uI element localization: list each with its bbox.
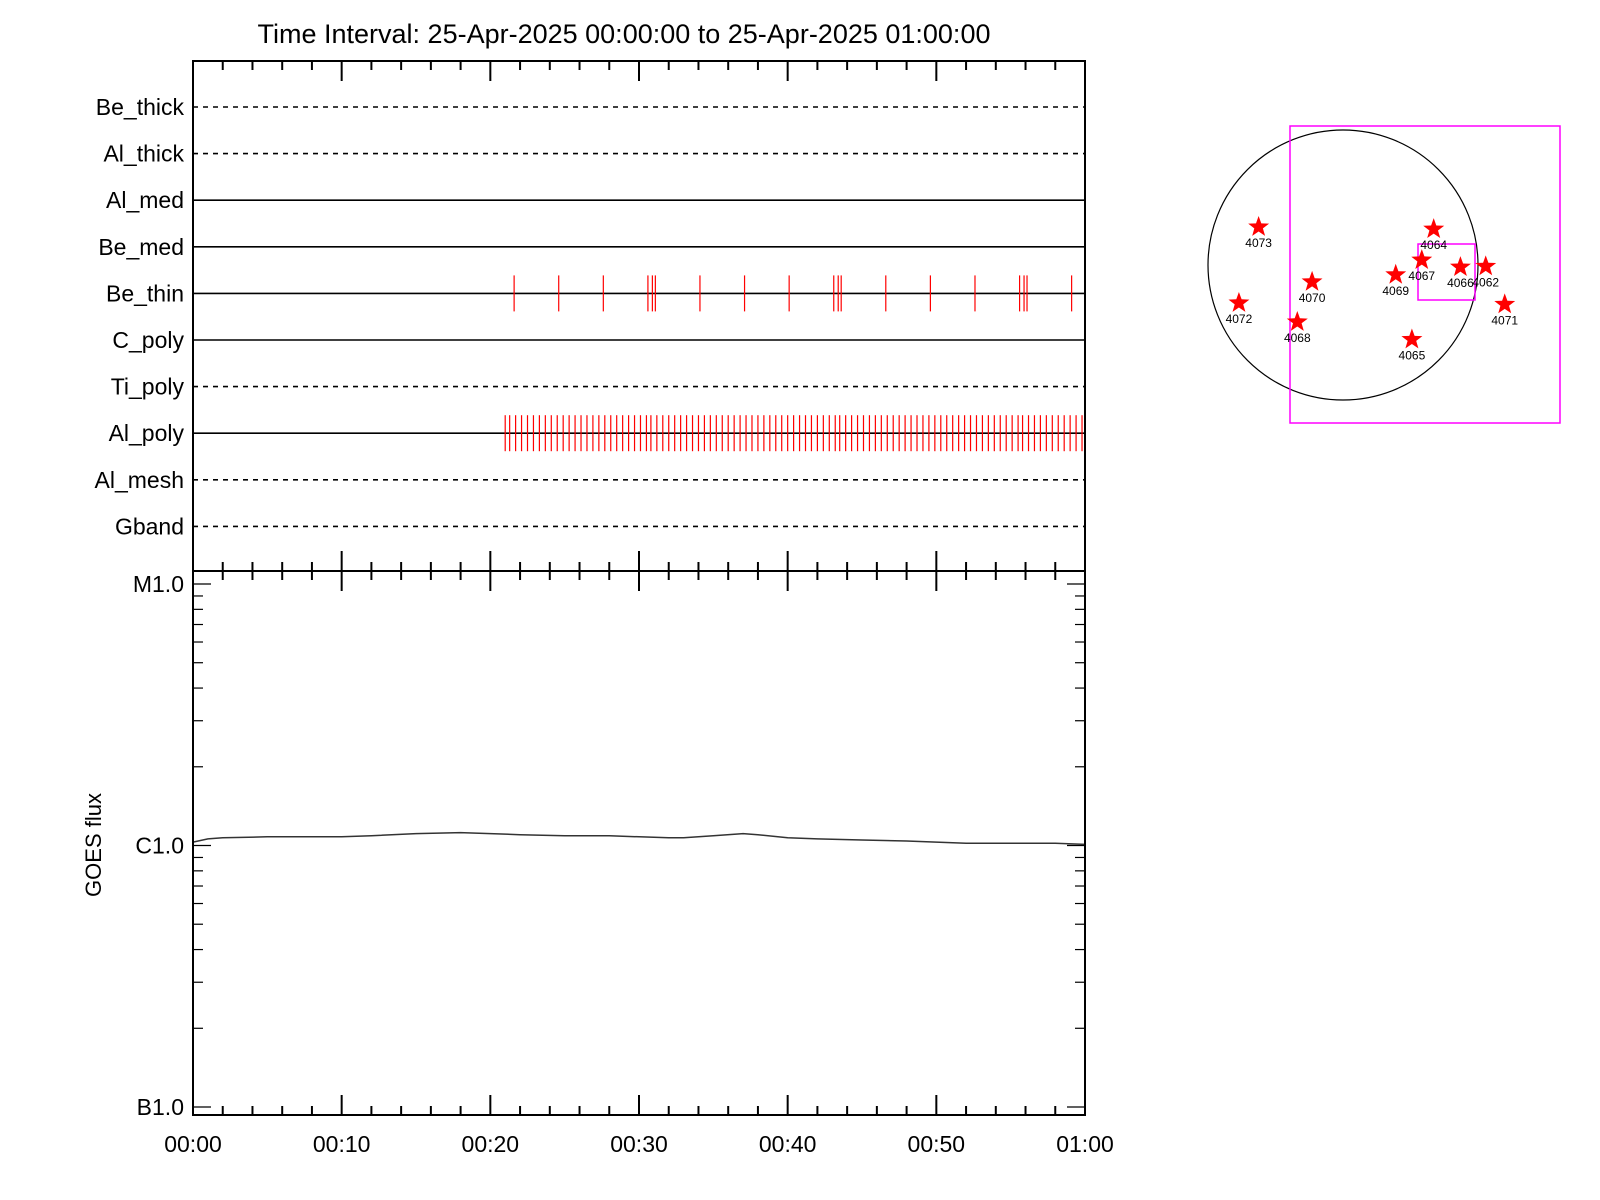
active-region-label: 4072 — [1226, 312, 1253, 326]
solar-disk — [1207, 129, 1479, 401]
active-region-label: 4068 — [1284, 331, 1311, 345]
active-region-star — [1494, 293, 1516, 314]
active-region-star — [1411, 249, 1433, 269]
y-tick-label: M1.0 — [133, 571, 184, 597]
y-tick-label: B1.0 — [137, 1094, 184, 1120]
filter-row-label: Al_thick — [103, 141, 184, 167]
filter-row-label: Gband — [115, 513, 184, 539]
fov-box-small — [1417, 243, 1476, 301]
active-region-label: 4067 — [1408, 269, 1435, 283]
active-region-star — [1423, 218, 1445, 238]
filter-row-label: Al_poly — [109, 420, 185, 446]
x-tick-label: 01:00 — [1056, 1131, 1114, 1157]
active-region-label: 4069 — [1382, 284, 1409, 298]
goes-flux-panel: 00:00 00:10 00:20 00:30 00:40 00:50 01:00 M1.0 C… — [81, 570, 1114, 1157]
x-tick-label: 00:20 — [462, 1131, 520, 1157]
active-region-label: 4073 — [1245, 236, 1272, 250]
active-region-star — [1401, 328, 1423, 349]
active-region-star — [1450, 256, 1471, 276]
chart-title: Time Interval: 25-Apr-2025 00:00:00 to 2… — [258, 19, 991, 49]
y-tick-label: C1.0 — [135, 833, 184, 859]
x-tick-label: 00:30 — [610, 1131, 668, 1157]
filter-row-label: C_poly — [112, 327, 184, 353]
active-region-label: 4062 — [1472, 275, 1499, 289]
goes-y-axis-label: GOES flux — [81, 793, 106, 897]
filter-row-label: Ti_poly — [111, 374, 185, 400]
x-tick-label: 00:00 — [164, 1131, 222, 1157]
x-tick-label: 00:10 — [313, 1131, 371, 1157]
active-region-label: 4066 — [1447, 276, 1474, 290]
filter-row-label: Be_thin — [106, 280, 184, 306]
active-region-label: 4070 — [1299, 291, 1326, 305]
filter-row-label: Al_med — [106, 187, 184, 213]
goes-frame — [192, 570, 1086, 1116]
active-region-star — [1228, 292, 1250, 312]
fov-box-large — [1289, 125, 1561, 424]
filter-row-label: Be_med — [98, 234, 184, 260]
active-region-label: 4071 — [1491, 313, 1518, 327]
active-region-star — [1301, 270, 1323, 291]
active-region-label: 4064 — [1420, 238, 1447, 252]
active-region-star — [1248, 216, 1270, 236]
filter-row-label: Al_mesh — [95, 467, 184, 493]
active-region-star — [1475, 255, 1497, 276]
x-tick-label: 00:40 — [759, 1131, 817, 1157]
timeline-frame — [192, 60, 1086, 572]
filter-row-label: Be_thick — [96, 94, 185, 120]
filter-timeline-panel: Be_thick Al_thick Al_med Be_med Be_thin C_pol… — [95, 60, 1086, 572]
goes-flux-line — [192, 831, 1086, 846]
active-region-label: 4065 — [1399, 349, 1426, 363]
x-tick-label: 00:50 — [908, 1131, 966, 1157]
active-region-star — [1286, 311, 1308, 331]
active-region-star — [1385, 263, 1407, 284]
